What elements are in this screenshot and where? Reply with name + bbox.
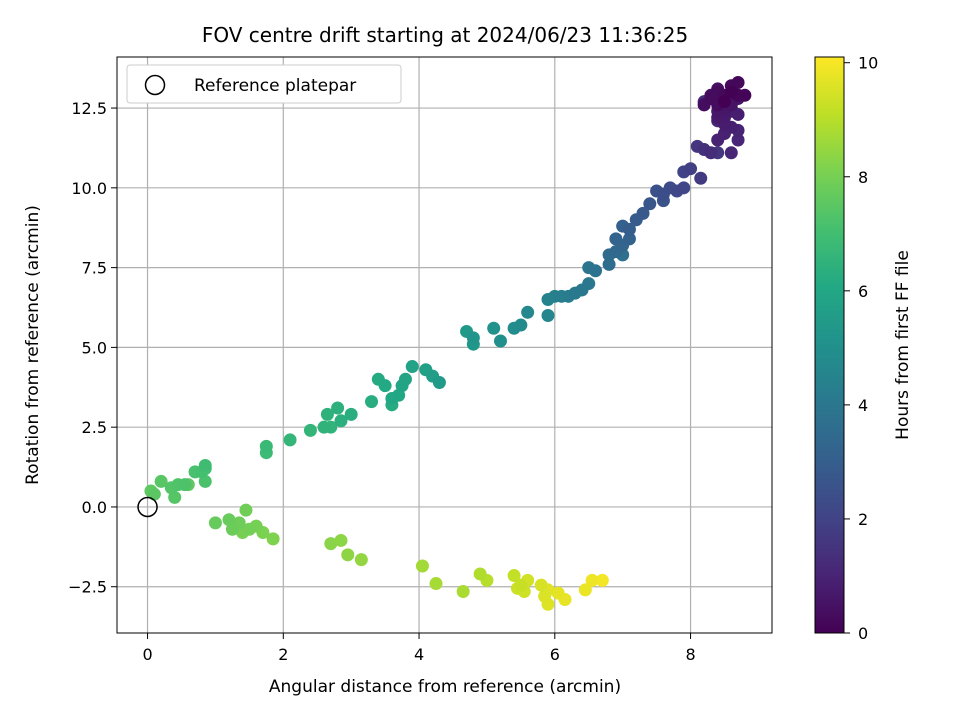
data-point [208, 516, 222, 530]
data-point [541, 308, 555, 322]
data-point [222, 513, 236, 527]
x-tick-label: 4 [414, 645, 424, 664]
data-point [334, 414, 348, 428]
data-point [239, 503, 253, 517]
colorbar-tick-label: 6 [858, 282, 868, 301]
data-point [731, 133, 745, 147]
colorbar-tick-label: 8 [858, 168, 868, 187]
plot-frame [116, 56, 773, 634]
data-point [365, 395, 379, 409]
colorbar-tick-label: 0 [858, 624, 868, 643]
data-point [341, 548, 355, 562]
colorbar-tick-label: 2 [858, 510, 868, 529]
data-point [415, 559, 429, 573]
data-point [154, 474, 168, 488]
colorbar-tick-label: 4 [858, 396, 868, 415]
data-point [694, 171, 708, 185]
data-point [242, 522, 256, 536]
data-point [266, 532, 280, 546]
data-points [144, 76, 752, 611]
data-point [354, 553, 368, 567]
data-point [521, 305, 535, 319]
y-tick-label: 0.0 [82, 498, 107, 517]
data-point [456, 585, 470, 599]
data-point [331, 401, 345, 415]
data-point [622, 222, 636, 236]
data-point [578, 583, 592, 597]
data-point [602, 257, 616, 271]
data-point [493, 334, 507, 348]
reference-marker [137, 496, 158, 518]
data-point [317, 420, 331, 434]
y-axis-label: Rotation from reference (arcmin) [23, 205, 43, 485]
data-point [334, 533, 348, 547]
data-point [595, 573, 609, 587]
data-point [643, 197, 657, 211]
data-point [514, 578, 528, 592]
data-point [684, 162, 698, 176]
data-point [534, 578, 548, 592]
data-point [283, 433, 297, 447]
colorbar: 0 2 4 6 8 10 Hours from first FF file [814, 54, 913, 643]
x-tick-label: 2 [278, 645, 288, 664]
y-tick-label: 5.0 [82, 338, 107, 357]
legend-marker-circle [144, 74, 166, 96]
data-point [473, 567, 487, 581]
data-point [432, 375, 446, 389]
colorbar-label: Hours from first FF file [893, 250, 913, 440]
data-point [429, 577, 443, 591]
grid-lines [117, 57, 772, 633]
data-point [303, 423, 317, 437]
data-point [147, 487, 161, 501]
y-tick-label: −2.5 [68, 578, 107, 597]
data-point [487, 321, 501, 335]
data-point [378, 379, 392, 393]
legend: Reference platepar [126, 64, 402, 104]
y-tick-label: 12.5 [71, 99, 107, 118]
colorbar-gradient [814, 56, 845, 634]
data-point [320, 407, 334, 421]
y-axis-ticks: −2.5 0.0 2.5 5.0 7.5 10.0 12.5 [68, 99, 117, 597]
data-point [585, 573, 599, 587]
data-point [324, 537, 338, 551]
colorbar-ticks: 0 2 4 6 8 10 [844, 54, 878, 643]
y-tick-label: 10.0 [71, 179, 107, 198]
data-point [514, 318, 528, 332]
data-point [507, 569, 521, 583]
x-tick-label: 6 [550, 645, 560, 664]
x-axis-label: Angular distance from reference (arcmin) [269, 677, 621, 697]
data-point [724, 85, 738, 99]
x-axis-ticks: 0 2 4 6 8 [142, 633, 696, 664]
data-point [466, 331, 480, 345]
data-point [582, 277, 596, 291]
data-point [405, 360, 419, 374]
x-tick-label: 8 [685, 645, 695, 664]
data-point [704, 146, 718, 160]
data-point [344, 407, 358, 421]
y-tick-label: 7.5 [82, 259, 107, 278]
data-point [198, 458, 212, 472]
data-point [589, 264, 603, 278]
data-point [398, 372, 412, 386]
data-point [538, 589, 552, 603]
data-point [717, 95, 731, 109]
chart-title: FOV centre drift starting at 2024/06/23 … [202, 23, 688, 47]
colorbar-tick-label: 10 [858, 54, 878, 73]
data-point [259, 439, 273, 453]
data-point [551, 586, 565, 600]
data-point [731, 76, 745, 90]
legend-box [126, 64, 402, 104]
reference-platepar-point [137, 496, 158, 518]
data-point [677, 181, 691, 195]
data-point [724, 146, 738, 160]
data-point [622, 232, 636, 246]
x-tick-label: 0 [142, 645, 152, 664]
data-point [609, 232, 623, 246]
y-tick-label: 2.5 [82, 418, 107, 437]
legend-entry-reference: Reference platepar [194, 76, 356, 96]
data-point [178, 478, 192, 492]
data-point [636, 206, 650, 220]
